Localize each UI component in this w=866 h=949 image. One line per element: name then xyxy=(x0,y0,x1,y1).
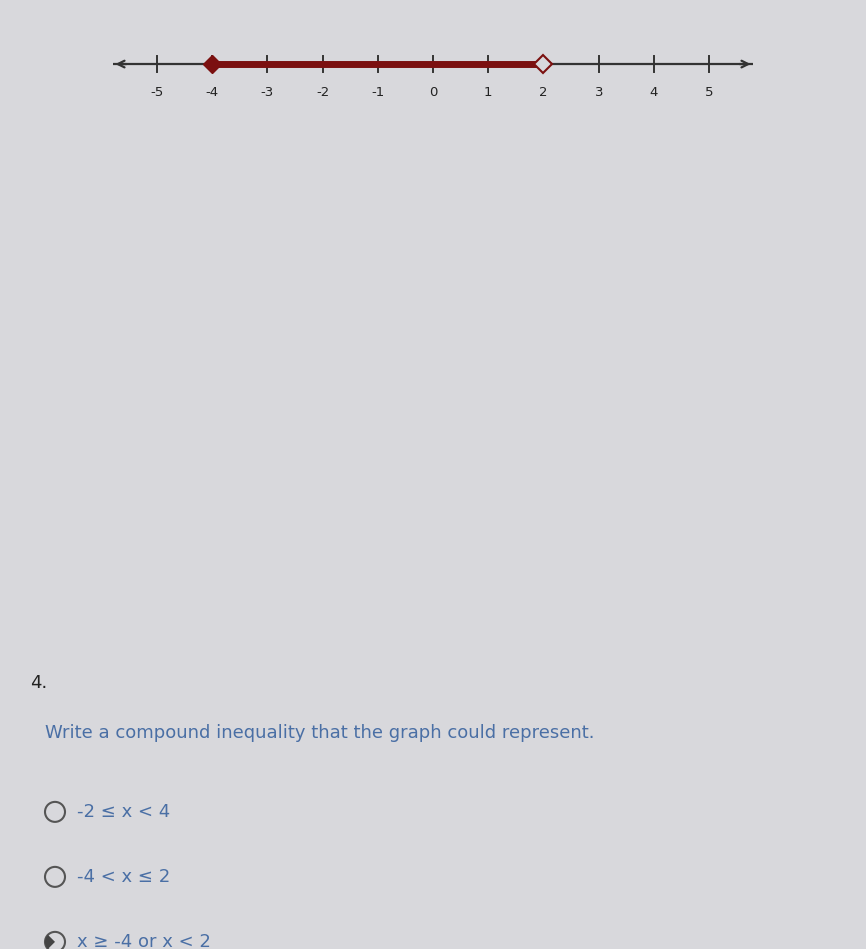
Text: 0: 0 xyxy=(429,86,437,100)
Text: -1: -1 xyxy=(372,86,385,100)
Text: 2: 2 xyxy=(540,86,547,100)
Wedge shape xyxy=(45,935,55,949)
Text: 4.: 4. xyxy=(30,674,48,692)
Text: 5: 5 xyxy=(705,86,714,100)
Text: -2 ≤ x < 4: -2 ≤ x < 4 xyxy=(77,803,171,821)
Text: x ≥ -4 or x < 2: x ≥ -4 or x < 2 xyxy=(77,933,211,949)
Text: -4: -4 xyxy=(205,86,218,100)
Text: 4: 4 xyxy=(650,86,658,100)
Text: 1: 1 xyxy=(484,86,493,100)
Text: -4 < x ≤ 2: -4 < x ≤ 2 xyxy=(77,868,171,885)
Text: Write a compound inequality that the graph could represent.: Write a compound inequality that the gra… xyxy=(45,724,594,742)
Text: -3: -3 xyxy=(261,86,274,100)
Text: -2: -2 xyxy=(316,86,329,100)
Text: -5: -5 xyxy=(150,86,164,100)
Text: 3: 3 xyxy=(594,86,603,100)
